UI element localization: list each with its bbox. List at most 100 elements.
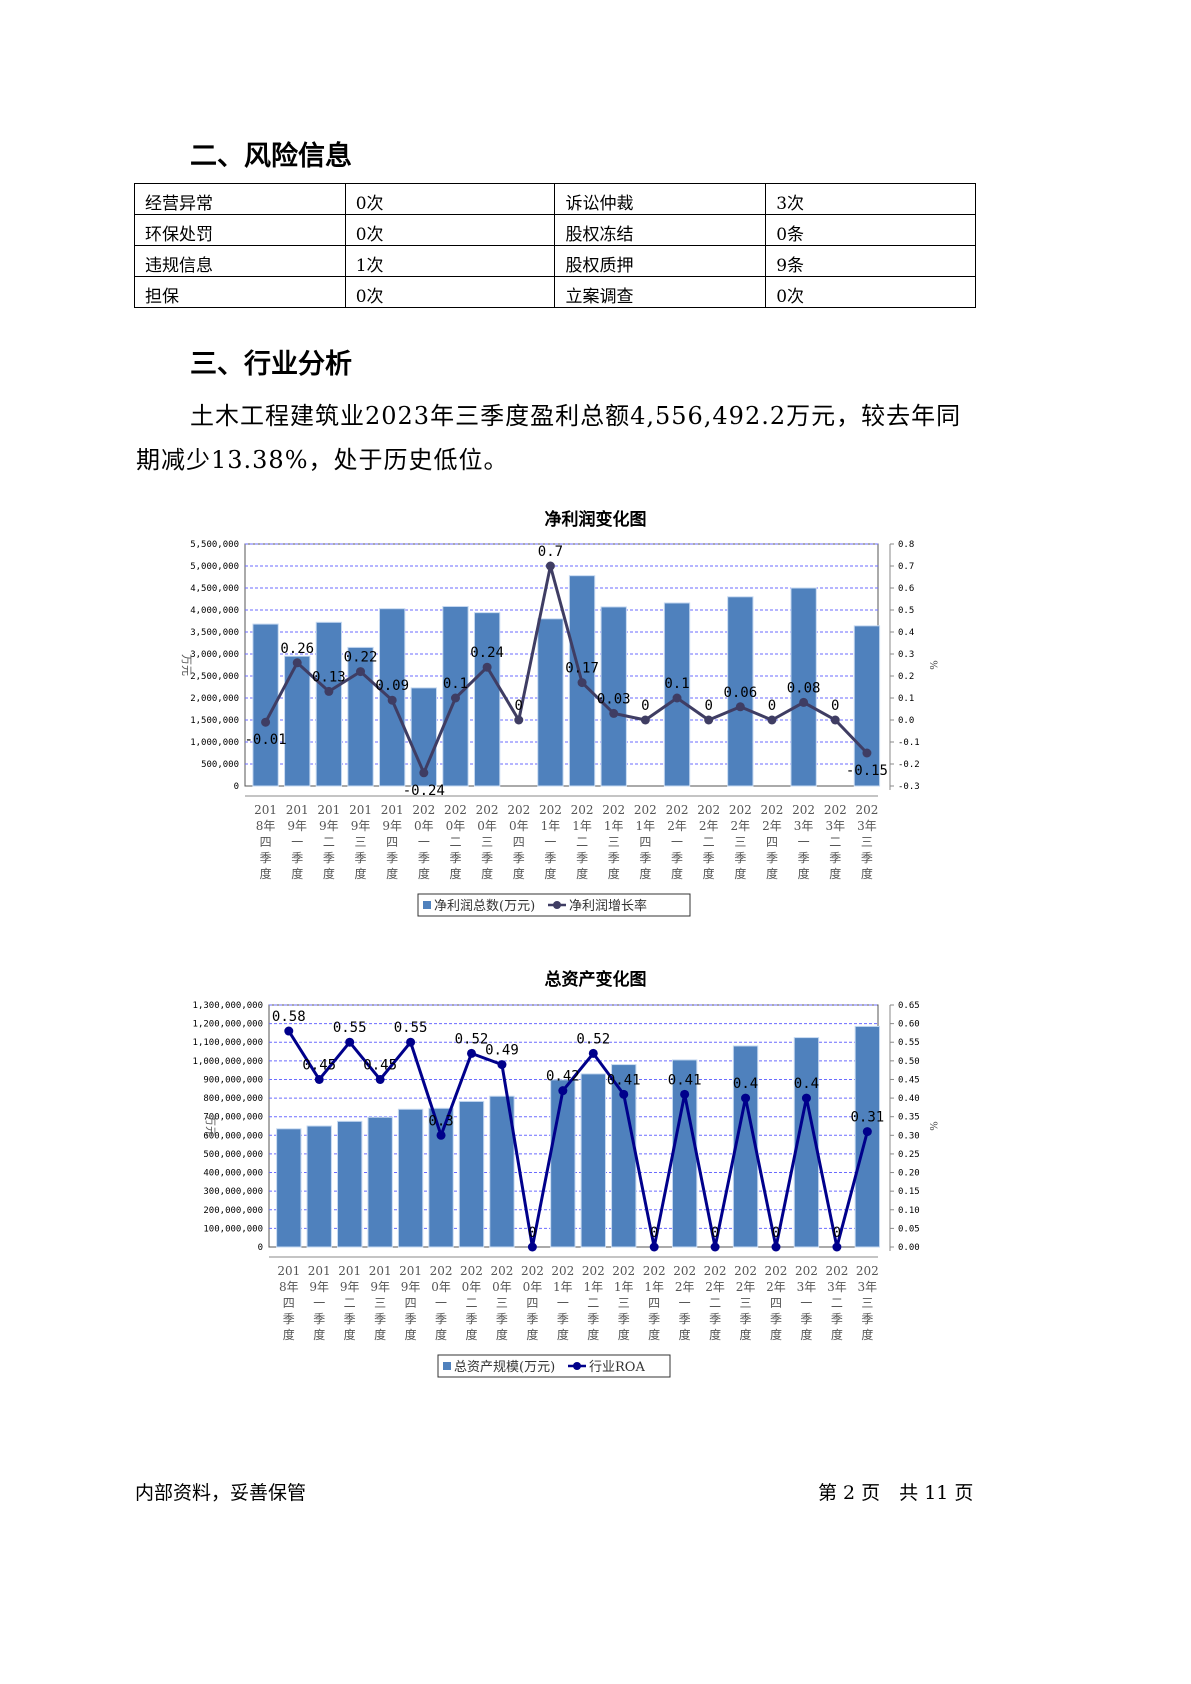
- y2-tick-label: 0.20: [898, 1169, 920, 1179]
- line-series: [264, 565, 869, 777]
- data-label: -0.24: [403, 783, 445, 799]
- data-label: 0: [650, 1225, 658, 1241]
- table-cell: 担保: [134, 276, 346, 308]
- y-tick-label: 0: [258, 1243, 263, 1253]
- y2-tick-label: -0.1: [898, 738, 920, 748]
- y-tick-label: 5,000,000: [190, 562, 239, 572]
- y2-tick-label: 0.65: [898, 1001, 920, 1011]
- y-tick-label: 500,000,000: [203, 1150, 263, 1160]
- data-label: 0.58: [272, 1009, 306, 1025]
- data-label: 0.41: [607, 1072, 641, 1088]
- line-point: [704, 715, 714, 725]
- data-label: 0.13: [312, 669, 346, 685]
- data-label: 0.52: [455, 1031, 489, 1047]
- x-tick-label: 201 9年二季度: [338, 1264, 361, 1342]
- data-label: 0.42: [546, 1069, 580, 1085]
- table-cell: 1次: [344, 245, 556, 277]
- y2-tick-label: 0.45: [898, 1075, 920, 1085]
- data-label: 0.03: [597, 691, 631, 707]
- x-tick-label: 202 2年四季度: [765, 1264, 788, 1342]
- x-tick-label: 202 1年二季度: [571, 803, 594, 881]
- data-label: 0.7: [538, 544, 563, 560]
- chart-title-total-assets: 总资产变化图: [544, 970, 647, 990]
- y-tick-label: 1,300,000,000: [193, 1001, 263, 1011]
- data-label: 0.1: [664, 676, 689, 692]
- line-point: [710, 1242, 720, 1252]
- table-cell: 3次: [765, 183, 976, 215]
- line-point: [345, 1037, 355, 1047]
- x-tick-label: 202 1年四季度: [643, 1264, 666, 1342]
- line-point: [801, 1093, 811, 1103]
- x-tick-label: 202 0年二季度: [444, 803, 467, 881]
- x-tick-label: 201 9年四季度: [381, 803, 404, 881]
- y2-axis-label: %: [927, 660, 938, 670]
- x-tick-label: 202 3年二季度: [824, 803, 847, 881]
- line-point: [482, 662, 492, 672]
- line-point: [419, 768, 429, 778]
- table-cell: 环保处罚: [134, 214, 346, 246]
- line-point: [588, 1048, 598, 1058]
- line-point: [375, 1074, 385, 1084]
- x-tick-label: 202 0年三季度: [490, 1264, 513, 1342]
- y-tick-label: 3,500,000: [190, 628, 239, 638]
- y2-tick-label: 0.0: [898, 716, 914, 726]
- data-label: 0.45: [302, 1057, 336, 1073]
- y2-tick-label: 0.3: [898, 650, 914, 660]
- y-tick-label: 0: [234, 782, 239, 792]
- bar: [442, 605, 469, 787]
- data-label: 0: [768, 698, 776, 714]
- line-point: [497, 1060, 507, 1070]
- line-point: [406, 1037, 416, 1047]
- y2-tick-label: 0.1: [898, 694, 914, 704]
- y-tick-label: 1,000,000: [190, 738, 239, 748]
- bar: [600, 606, 627, 787]
- line-point: [324, 686, 334, 696]
- table-cell: 立案调查: [554, 276, 767, 308]
- x-tick-label: 202 2年一季度: [666, 803, 689, 881]
- bar: [397, 1108, 424, 1248]
- data-label: 0: [833, 1225, 841, 1241]
- y2-tick-label: 0.50: [898, 1057, 920, 1067]
- y2-tick-label: 0.4: [898, 628, 914, 638]
- y2-tick-label: 0.40: [898, 1094, 920, 1104]
- data-label: 0.49: [485, 1043, 519, 1059]
- line-point: [830, 715, 840, 725]
- line-point: [558, 1086, 568, 1096]
- line-point: [356, 667, 366, 677]
- bar: [790, 587, 817, 787]
- line-point: [799, 697, 809, 707]
- y-tick-label: 900,000,000: [203, 1075, 263, 1085]
- table-row: 经营异常 0次 诉讼仲裁 3次: [134, 183, 976, 215]
- line-point: [680, 1089, 690, 1099]
- x-tick-label: 201 9年三季度: [349, 803, 372, 881]
- x-tick-label: 201 9年四季度: [399, 1264, 422, 1342]
- data-label: 0.17: [565, 661, 599, 677]
- bar: [276, 1128, 302, 1248]
- y2-tick-label: 0.8: [898, 540, 914, 550]
- x-tick-label: 202 1年一季度: [539, 803, 562, 881]
- line-point: [767, 715, 777, 725]
- data-label: 0: [704, 698, 712, 714]
- x-tick-label: 202 0年二季度: [460, 1264, 483, 1342]
- line-point: [735, 702, 745, 712]
- line-point: [577, 678, 587, 688]
- x-tick-label: 202 3年三季度: [855, 803, 878, 881]
- y-tick-label: 100,000,000: [203, 1224, 263, 1234]
- y-tick-label: 2,000,000: [190, 694, 239, 704]
- legend-label-line: 净利润增长率: [569, 898, 647, 914]
- line-point: [261, 717, 271, 727]
- bar: [458, 1100, 485, 1248]
- y-tick-label: 700,000,000: [203, 1113, 263, 1123]
- y2-axis-label: %: [927, 1121, 938, 1131]
- x-tick-label: 201 9年一季度: [286, 803, 309, 881]
- y-axis-label: 万元: [180, 654, 193, 676]
- section-heading-risk: 二、风险信息: [190, 141, 352, 172]
- x-tick-label: 202 1年三季度: [602, 803, 625, 881]
- x-tick-label: 202 1年三季度: [612, 1264, 635, 1342]
- y2-tick-label: 0.60: [898, 1020, 920, 1030]
- x-tick-label: 202 2年二季度: [697, 803, 720, 881]
- legend-bar-swatch: [423, 901, 431, 909]
- y-tick-label: 5,500,000: [190, 540, 239, 550]
- x-tick-label: 202 2年三季度: [729, 803, 752, 881]
- line-point: [609, 708, 619, 718]
